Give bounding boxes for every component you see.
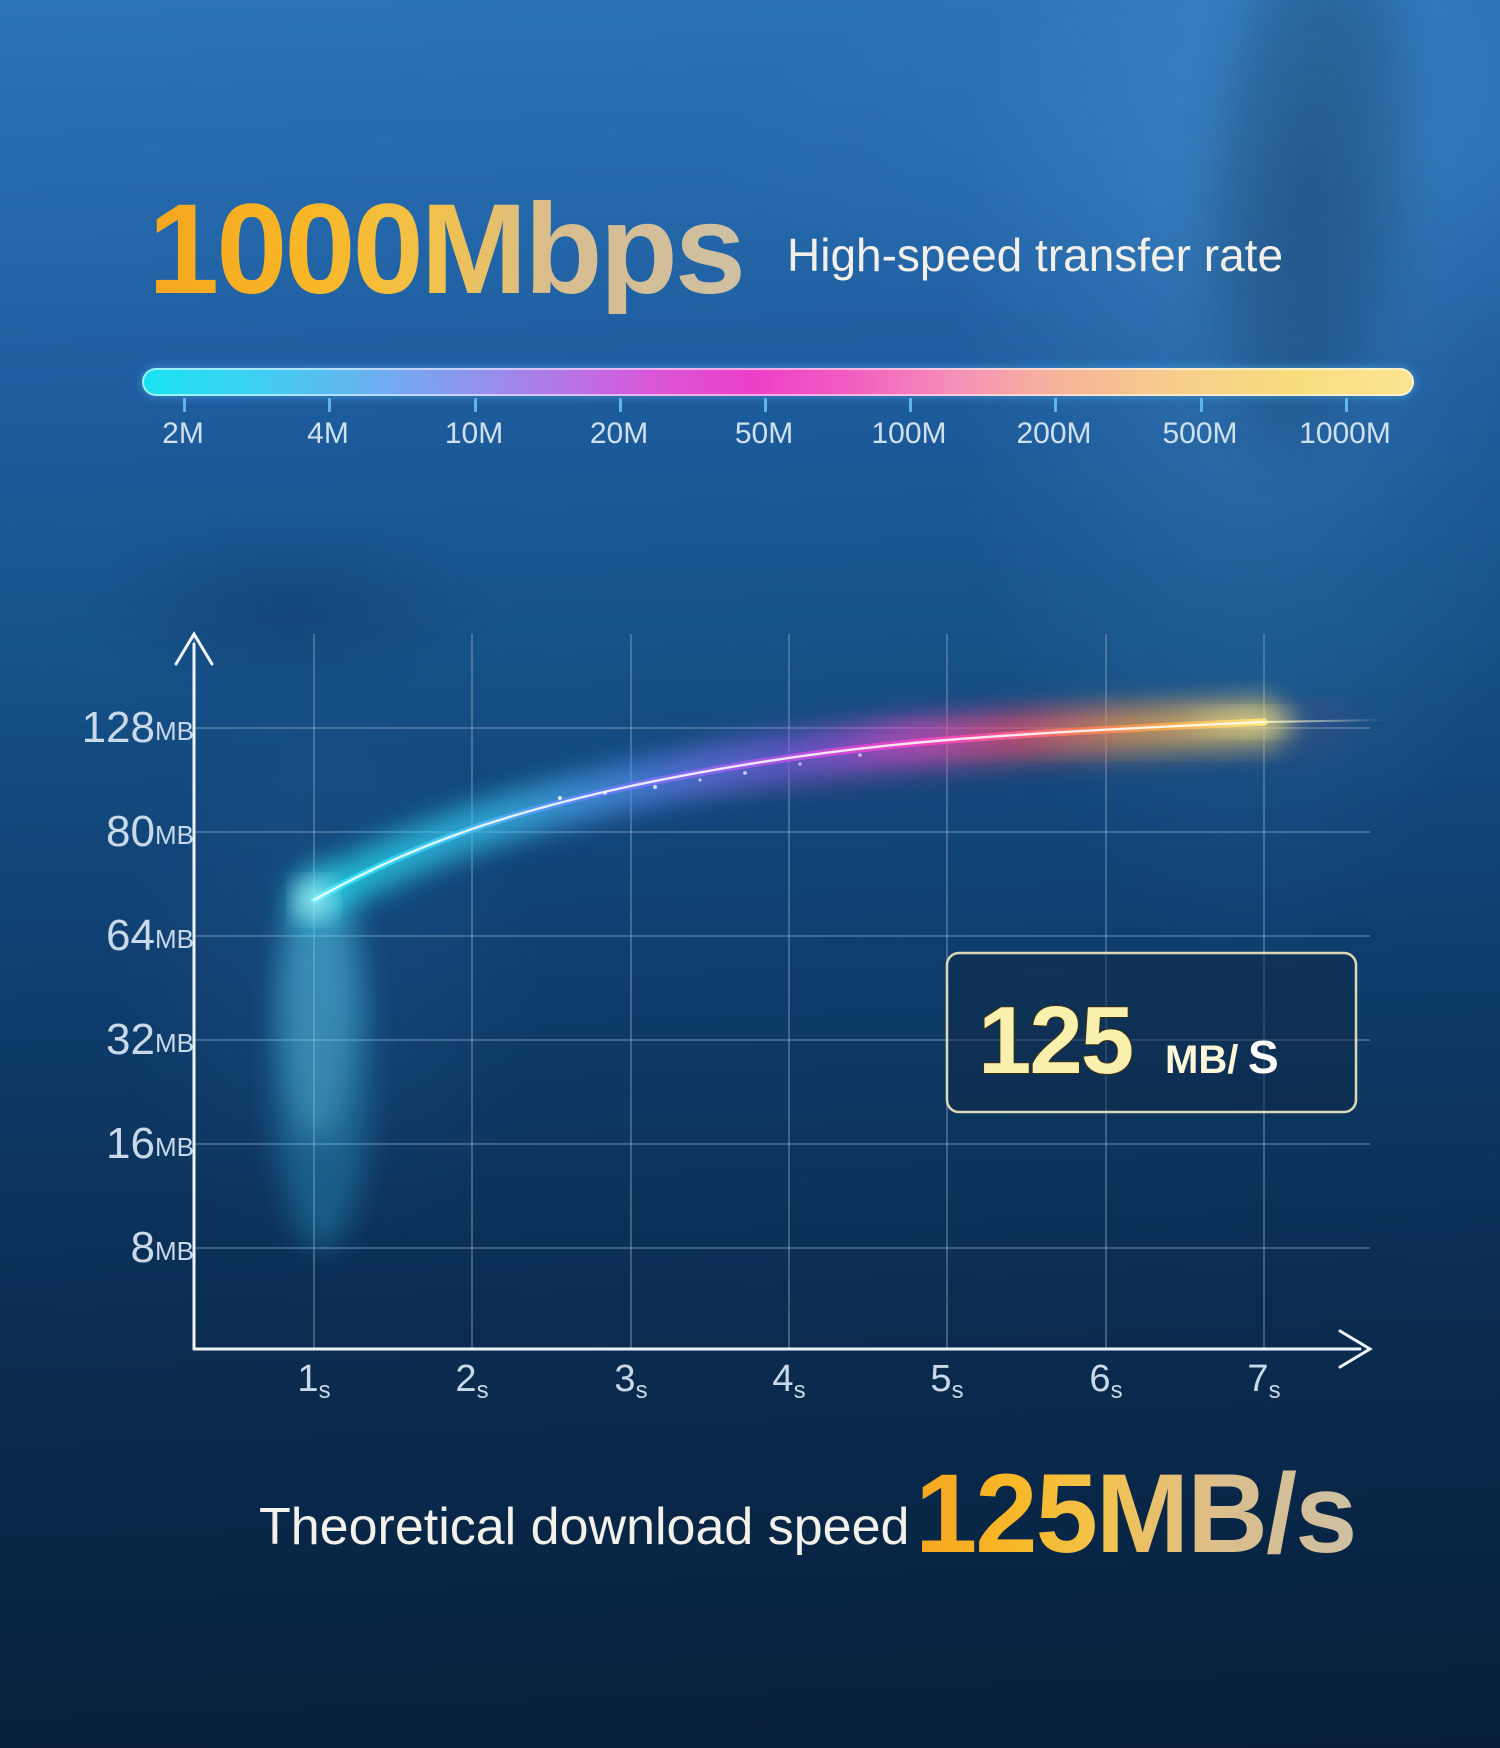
svg-text:S: S xyxy=(1248,1031,1279,1083)
svg-text:125: 125 xyxy=(978,987,1132,1094)
svg-text:MB/: MB/ xyxy=(1165,1038,1238,1082)
